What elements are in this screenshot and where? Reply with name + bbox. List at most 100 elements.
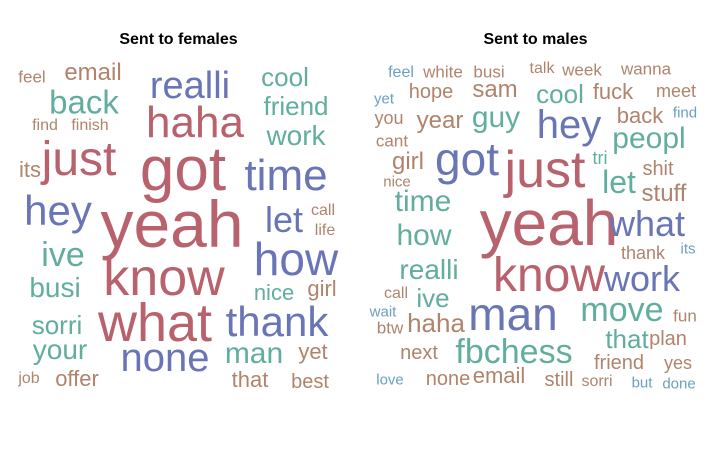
word-call: call: [310, 202, 336, 219]
word-man: man: [468, 288, 558, 340]
word-yet: yet: [373, 90, 395, 108]
word-finish: finish: [71, 117, 109, 134]
word-none: none: [120, 336, 210, 380]
word-plan: plan: [649, 328, 687, 350]
word-nice: nice: [383, 173, 411, 191]
male-wordcloud: feel white busi talk week wanna yet hope sam cool…: [357, 0, 714, 450]
word-fuck: fuck: [592, 79, 634, 104]
word-its: its: [19, 157, 41, 182]
word-feel: feel: [388, 64, 414, 81]
word-life: life: [314, 222, 336, 239]
word-thank: thank: [620, 243, 666, 263]
word-back: back: [616, 103, 664, 128]
word-let: let: [602, 164, 636, 200]
word-hey: hey: [536, 103, 602, 147]
word-best: best: [291, 371, 329, 393]
word-wait: wait: [369, 303, 397, 321]
word-got: got: [435, 133, 499, 185]
word-time: time: [244, 151, 328, 200]
female-wordcloud-panel: Sent to females feel email realli cool back h…: [0, 0, 357, 450]
word-yet: yet: [298, 339, 328, 364]
word-job: job: [18, 370, 40, 387]
word-time: time: [394, 185, 452, 218]
word-shit: shit: [642, 158, 674, 180]
word-nice: nice: [253, 280, 295, 305]
word-email: email: [472, 363, 526, 388]
male-wordcloud-panel: Sent to males feel white busi talk week wanna…: [357, 0, 714, 450]
female-wordcloud: feel email realli cool back haha friend find fin…: [0, 0, 357, 450]
word-but: but: [631, 374, 653, 392]
word-yes: yes: [663, 353, 693, 373]
word-done: done: [662, 375, 696, 393]
word-sorri: sorri: [31, 310, 83, 340]
word-girl: girl: [391, 148, 425, 175]
word-cool: cool: [261, 62, 309, 92]
word-work: work: [603, 258, 681, 299]
word-realli: realli: [149, 65, 231, 107]
word-what: what: [97, 293, 213, 353]
word-haha: haha: [146, 98, 244, 147]
word-its: its: [680, 240, 696, 258]
word-that: that: [605, 324, 649, 354]
word-busi: busi: [473, 62, 505, 82]
word-move: move: [580, 291, 664, 329]
word-stuff: stuff: [641, 180, 687, 207]
word-know: know: [492, 249, 606, 302]
word-call: call: [383, 285, 409, 302]
word-cool: cool: [536, 79, 584, 109]
word-cant: cant: [375, 131, 409, 151]
word-fbchess: fbchess: [455, 333, 573, 371]
word-find: find: [672, 104, 698, 122]
word-ive: ive: [41, 236, 85, 274]
word-got: got: [139, 135, 227, 204]
word-offer: offer: [55, 366, 99, 391]
word-fun: fun: [673, 306, 697, 326]
word-just: just: [504, 141, 586, 199]
word-peopl: peopl: [612, 122, 686, 155]
word-find: find: [32, 117, 58, 134]
male-wordcloud-title: Sent to males: [483, 31, 588, 48]
word-how: how: [253, 233, 339, 285]
word-feel: feel: [18, 67, 46, 87]
word-ive: ive: [416, 283, 450, 313]
word-let: let: [264, 199, 304, 240]
word-friend: friend: [263, 91, 329, 121]
word-how: how: [396, 219, 452, 252]
word-you: you: [374, 108, 404, 128]
word-next: next: [400, 342, 438, 364]
word-girl: girl: [307, 276, 337, 301]
word-white: white: [423, 62, 463, 82]
word-busi: busi: [29, 272, 81, 303]
word-work: work: [266, 120, 326, 151]
word-thank: thank: [225, 298, 329, 345]
word-sam: sam: [472, 76, 518, 103]
word-what: what: [608, 203, 686, 244]
word-your: your: [32, 334, 88, 365]
word-know: know: [103, 249, 225, 307]
word-man: man: [224, 337, 284, 370]
word-sorri: sorri: [581, 373, 613, 390]
word-none: none: [425, 368, 471, 390]
word-wanna: wanna: [620, 59, 672, 79]
word-hey: hey: [24, 187, 92, 234]
word-friend: friend: [593, 352, 645, 374]
word-meet: meet: [655, 81, 697, 101]
word-yeah: yeah: [479, 187, 619, 259]
word-btw: btw: [376, 318, 404, 338]
word-year: year: [416, 107, 464, 134]
word-email: email: [64, 59, 122, 86]
word-realli: realli: [399, 254, 459, 285]
word-just: just: [41, 133, 117, 186]
word-talk: talk: [529, 60, 555, 77]
word-love: love: [376, 371, 404, 389]
word-guy: guy: [471, 101, 521, 134]
word-week: week: [562, 60, 602, 80]
female-wordcloud-title: Sent to females: [119, 31, 238, 48]
word-tri: tri: [592, 148, 608, 168]
word-haha: haha: [407, 308, 465, 338]
word-back: back: [49, 83, 119, 121]
word-still: still: [544, 369, 574, 391]
word-hope: hope: [408, 81, 454, 103]
word-yeah: yeah: [100, 187, 244, 261]
word-that: that: [231, 367, 269, 392]
